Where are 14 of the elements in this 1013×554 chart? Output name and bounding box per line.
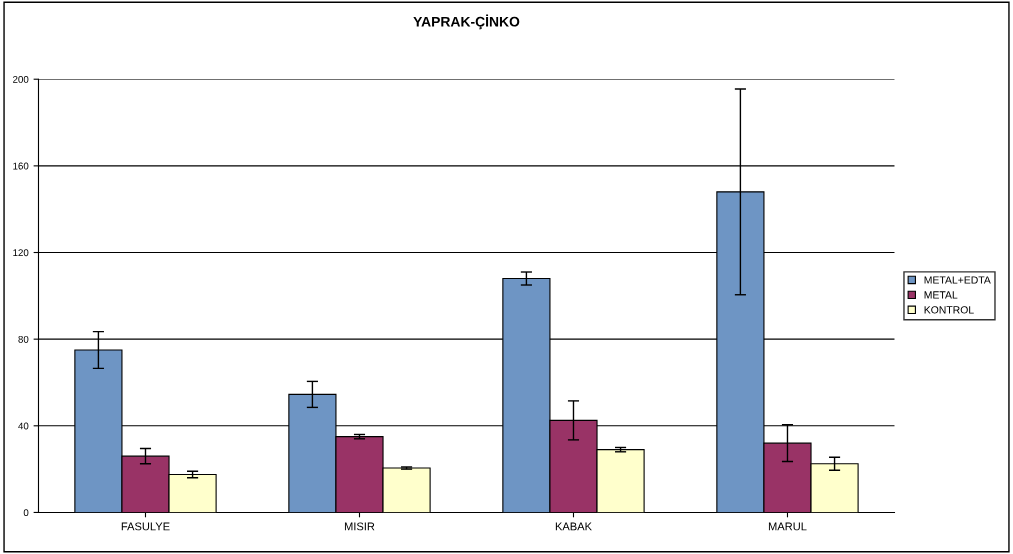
- y-tick-label: 120: [13, 249, 29, 257]
- y-tick-label: 80: [18, 335, 29, 343]
- y-tick-label: 200: [13, 75, 29, 83]
- y-tick-label: 0: [23, 509, 29, 517]
- x-tick-label: FASULYE: [121, 522, 170, 531]
- chart-title: YAPRAK-ÇİNKO: [413, 14, 520, 30]
- legend-label: METAL+EDTA: [924, 276, 991, 284]
- x-tick-label: MARUL: [768, 522, 807, 531]
- y-tick-label: 160: [13, 162, 29, 170]
- x-tick-label: MISIR: [344, 522, 375, 531]
- x-tick-label: KABAK: [555, 522, 592, 531]
- y-tick-label: 40: [18, 422, 29, 430]
- legend-label: KONTROL: [924, 306, 974, 314]
- legend-label: METAL: [924, 291, 958, 299]
